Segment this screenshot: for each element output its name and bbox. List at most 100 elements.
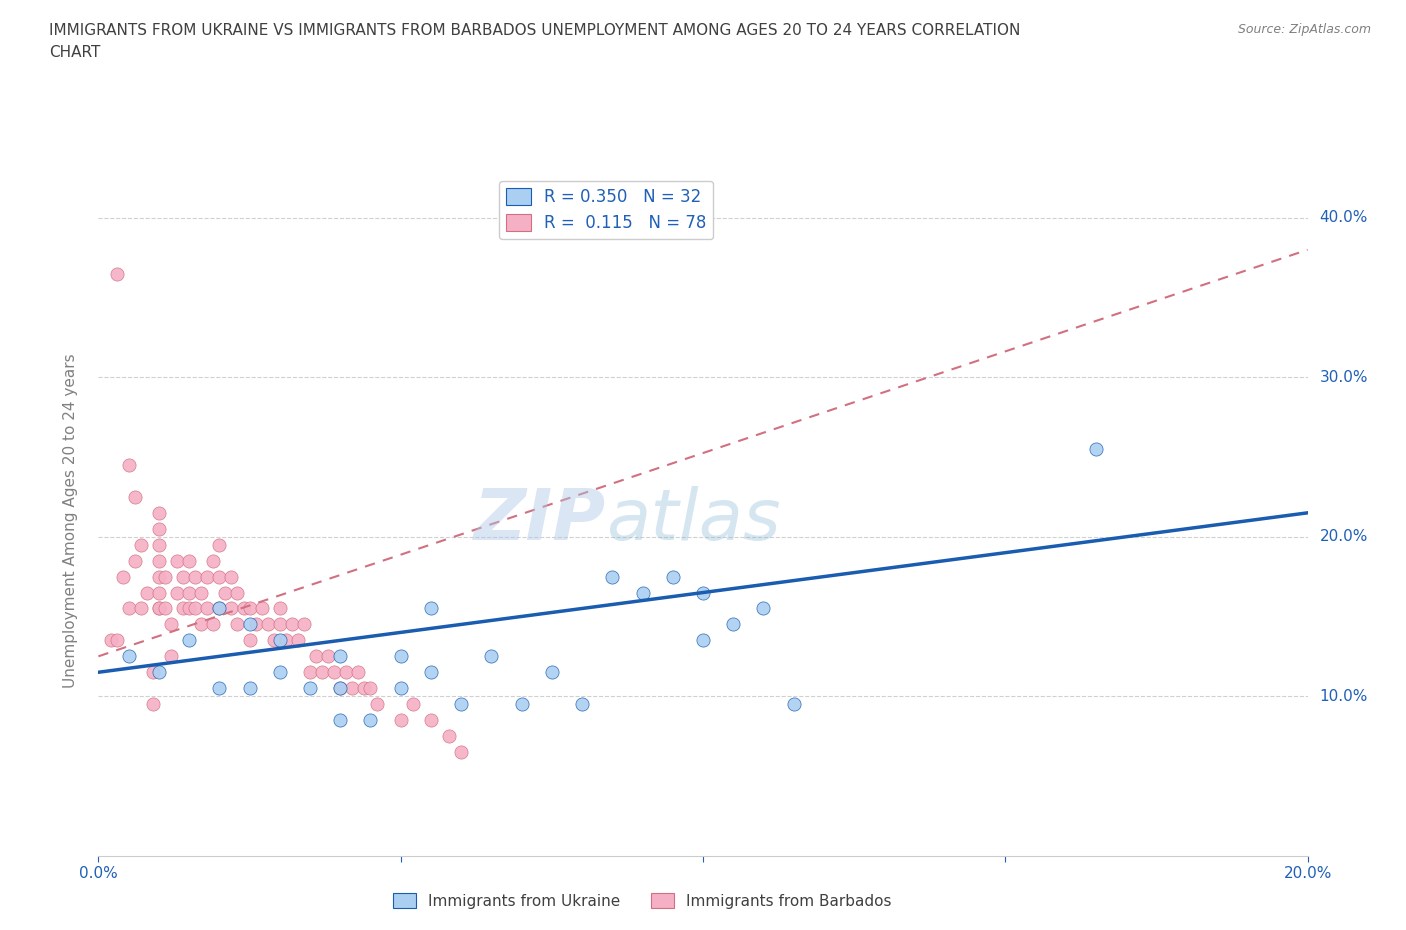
Point (389, 649, 412, 664)
Point (208, 538, 231, 552)
Point (311, 665, 333, 680)
Point (347, 665, 370, 680)
Text: 30.0%: 30.0% (1320, 370, 1368, 385)
Point (281, 617, 304, 631)
Point (329, 712, 352, 727)
Point (195, 601, 218, 616)
Text: Source: ZipAtlas.com: Source: ZipAtlas.com (1237, 23, 1371, 36)
Point (148, 538, 170, 552)
Point (721, 617, 744, 631)
Point (226, 617, 249, 631)
Point (269, 665, 291, 680)
Point (316, 649, 339, 664)
Point (437, 728, 460, 743)
Point (177, 601, 201, 616)
Point (250, 601, 273, 616)
Point (202, 553, 225, 568)
Point (166, 585, 188, 600)
Point (214, 585, 236, 600)
Point (129, 601, 152, 616)
Point (148, 665, 170, 680)
Text: atlas: atlas (606, 486, 780, 555)
Point (118, 458, 141, 472)
Point (195, 569, 218, 584)
Point (292, 617, 315, 631)
Point (269, 601, 291, 616)
Point (323, 665, 346, 680)
Point (142, 665, 165, 680)
Point (129, 538, 152, 552)
Text: IMMIGRANTS FROM UKRAINE VS IMMIGRANTS FROM BARBADOS UNEMPLOYMENT AMONG AGES 20 T: IMMIGRANTS FROM UKRAINE VS IMMIGRANTS FR… (49, 23, 1021, 38)
Text: 10.0%: 10.0% (1320, 689, 1368, 704)
Point (342, 681, 364, 696)
Legend: Immigrants from Ukraine, Immigrants from Barbados: Immigrants from Ukraine, Immigrants from… (387, 886, 898, 915)
Point (177, 633, 201, 648)
Point (661, 569, 683, 584)
Point (402, 697, 425, 711)
Point (208, 569, 231, 584)
Point (148, 553, 170, 568)
Point (160, 617, 183, 631)
Point (172, 601, 194, 616)
Point (510, 697, 533, 711)
Point (269, 633, 291, 648)
Point (602, 569, 624, 584)
Point (239, 633, 262, 648)
Point (274, 633, 297, 648)
Point (335, 665, 357, 680)
Point (245, 617, 267, 631)
Point (172, 569, 194, 584)
Text: 40.0%: 40.0% (1320, 210, 1368, 225)
Point (366, 697, 388, 711)
Point (571, 697, 593, 711)
Point (450, 745, 472, 760)
Point (692, 585, 714, 600)
Point (208, 681, 231, 696)
Point (239, 617, 262, 631)
Point (221, 601, 243, 616)
Point (419, 665, 441, 680)
Point (360, 712, 382, 727)
Point (135, 585, 157, 600)
Point (153, 569, 176, 584)
Point (305, 649, 328, 664)
Text: ZIP: ZIP (474, 486, 606, 555)
Point (263, 633, 285, 648)
Point (184, 601, 207, 616)
Point (142, 697, 165, 711)
Point (160, 649, 183, 664)
Point (419, 712, 441, 727)
Point (329, 681, 352, 696)
Point (269, 617, 291, 631)
Point (124, 553, 146, 568)
Point (752, 601, 775, 616)
Point (329, 649, 352, 664)
Text: CHART: CHART (49, 45, 101, 60)
Point (166, 553, 188, 568)
Point (329, 681, 352, 696)
Point (631, 585, 654, 600)
Y-axis label: Unemployment Among Ages 20 to 24 years: Unemployment Among Ages 20 to 24 years (63, 353, 77, 688)
Point (118, 649, 141, 664)
Point (208, 601, 231, 616)
Point (118, 601, 141, 616)
Point (481, 649, 503, 664)
Point (111, 569, 134, 584)
Point (177, 585, 201, 600)
Point (177, 553, 201, 568)
Point (287, 633, 309, 648)
Point (208, 601, 231, 616)
Point (105, 266, 128, 281)
Point (360, 681, 382, 696)
Point (540, 665, 562, 680)
Point (239, 681, 262, 696)
Point (202, 617, 225, 631)
Point (105, 633, 128, 648)
Point (256, 617, 278, 631)
Point (232, 601, 254, 616)
Point (190, 617, 212, 631)
Point (389, 712, 412, 727)
Point (353, 681, 375, 696)
Point (148, 505, 170, 520)
Point (1085, 442, 1108, 457)
